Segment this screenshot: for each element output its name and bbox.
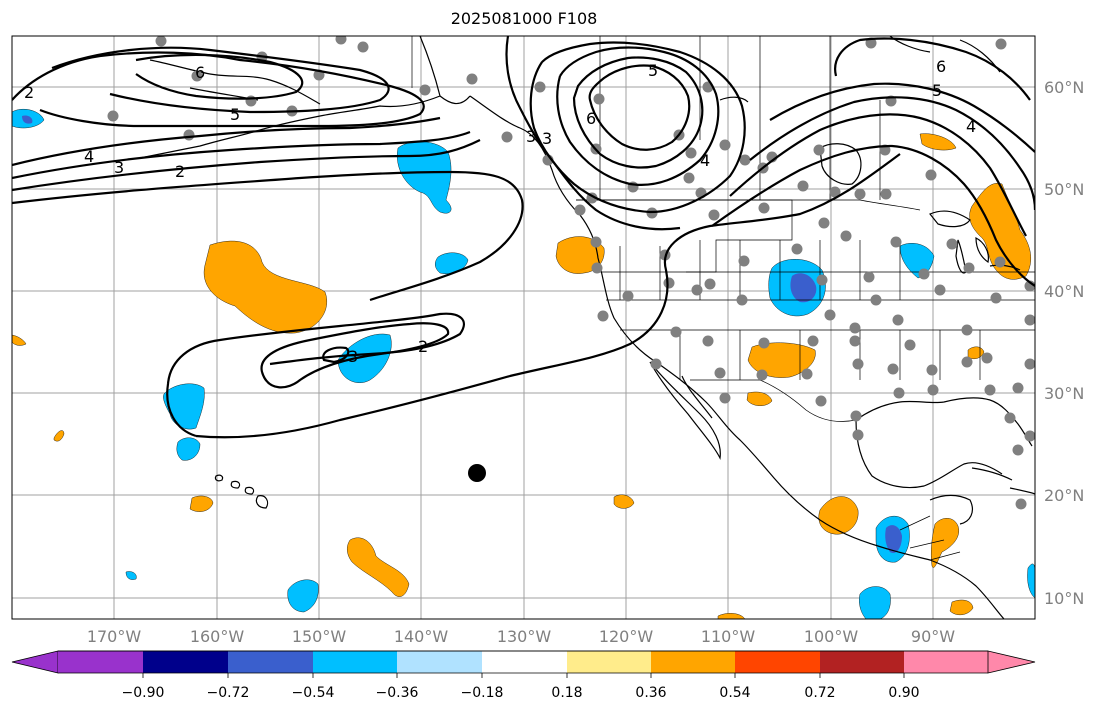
contour-label: 5	[648, 61, 658, 80]
political-borders	[411, 36, 1035, 561]
longitude-labels: 170°W 160°W 150°W 140°W 130°W 120°W 110°…	[87, 627, 955, 646]
colorbar-segment	[567, 651, 651, 673]
center-marker	[468, 464, 486, 482]
colorbar-segment	[651, 651, 735, 673]
colorbar-segment	[482, 651, 567, 673]
colorbar-tick-label: 0.72	[804, 685, 835, 701]
colorbar-segment	[820, 651, 904, 673]
lon-label: 170°W	[87, 627, 142, 646]
strong-negative-shading	[22, 115, 902, 554]
colorbar-segment	[228, 651, 313, 673]
lon-label: 110°W	[701, 627, 756, 646]
map-title: 2025081000 F108	[450, 9, 598, 28]
colorbar-tick-label: −0.72	[207, 685, 250, 701]
contour-label: 4	[966, 117, 976, 136]
contour-label: 6	[586, 109, 596, 128]
positive-anomaly-shading	[12, 133, 1031, 619]
station-dots	[107, 36, 1035, 510]
colorbar-max-extend	[987, 650, 1036, 674]
latitude-labels: 60°N 50°N 40°N 30°N 20°N 10°N	[1044, 78, 1084, 608]
colorbar-segment	[58, 651, 143, 673]
contour-label: 6	[936, 57, 946, 76]
lon-label: 120°W	[599, 627, 654, 646]
colorbar-tick-label: −0.54	[292, 685, 335, 701]
colorbar-tick-label: 0.90	[888, 685, 919, 701]
contour-label: 6	[195, 63, 205, 82]
colorbar-tick-label: −0.90	[122, 685, 165, 701]
colorbar-tick-label: 0.54	[719, 685, 750, 701]
colorbar: −0.90 −0.72 −0.54 −0.36 −0.18 0.18 0.36 …	[11, 650, 1036, 701]
lat-label: 20°N	[1044, 486, 1084, 505]
lon-label: 90°W	[911, 627, 955, 646]
colorbar-tick-label: −0.36	[376, 685, 419, 701]
contour-lines	[12, 36, 1035, 439]
colorbar-tick-label: 0.36	[635, 685, 666, 701]
lat-label: 30°N	[1044, 384, 1084, 403]
contour-label: 5	[932, 81, 942, 100]
colorbar-segment	[143, 651, 228, 673]
colorbar-segment	[904, 651, 988, 673]
contour-label: 4	[84, 147, 94, 166]
contour-label: 3	[542, 129, 552, 148]
contour-label: 3	[348, 347, 358, 366]
colorbar-tick-label: −0.18	[461, 685, 504, 701]
map-panel: 6 5 4 3 2 3 6 5 4 3 2 2 3 6 5 4	[12, 36, 1035, 619]
contour-label: 3	[526, 127, 536, 146]
colorbar-tick-label: 0.18	[551, 685, 582, 701]
lon-label: 160°W	[190, 627, 245, 646]
contour-label: 2	[418, 337, 428, 356]
colorbar-segment	[735, 651, 820, 673]
lon-label: 130°W	[497, 627, 552, 646]
lat-label: 60°N	[1044, 78, 1084, 97]
lon-label: 100°W	[804, 627, 859, 646]
map-frame	[11, 35, 1036, 620]
contour-label: 2	[24, 83, 34, 102]
colorbar-segment	[397, 651, 482, 673]
lon-label: 150°W	[292, 627, 347, 646]
contour-label: 5	[230, 105, 240, 124]
contour-label: 4	[700, 151, 710, 170]
contour-label: 3	[114, 158, 124, 177]
colorbar-segment	[313, 651, 397, 673]
lat-label: 10°N	[1044, 589, 1084, 608]
colorbar-min-extend	[11, 650, 59, 674]
contour-label-group: 6 5 4 3 2 3 6 5 4 3 2 2 3 6 5 4	[24, 57, 976, 366]
lat-label: 40°N	[1044, 282, 1084, 301]
contour-label: 2	[175, 162, 185, 181]
lon-label: 140°W	[394, 627, 449, 646]
lat-label: 50°N	[1044, 180, 1084, 199]
